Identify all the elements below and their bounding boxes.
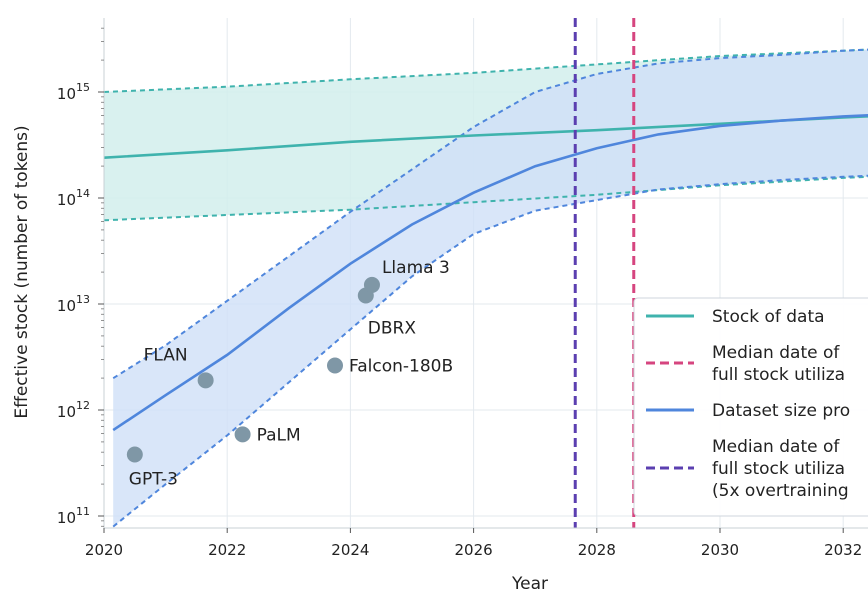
point-falcon-180b — [327, 357, 343, 374]
legend-label: Stock of data — [712, 307, 825, 327]
point-label: FLAN — [144, 345, 188, 365]
dataset-lower-bound — [112, 174, 868, 528]
legend-label: full stock utiliza — [712, 365, 845, 385]
point-palm — [234, 426, 251, 443]
legend-label: (5x overtraining — [712, 481, 849, 501]
dataset-band — [113, 49, 868, 527]
y-tick-label: 1013 — [57, 293, 90, 315]
point-label: Falcon-180B — [349, 356, 453, 376]
dataset-median-line — [112, 114, 868, 432]
x-tick-label: 2026 — [455, 541, 493, 559]
point-label: PaLM — [257, 425, 301, 445]
model-points: GPT-3 FLAN PaLM Falcon-180B DBRX Llama 3 — [126, 258, 453, 490]
point-llama-3 — [363, 276, 380, 293]
y-tick-label: 1015 — [57, 81, 90, 103]
y-tick-label: 1014 — [57, 187, 90, 209]
series-lines — [104, 48, 868, 528]
legend-label: full stock utiliza — [712, 459, 845, 479]
point-label: DBRX — [368, 319, 417, 339]
x-tick-label: 2020 — [85, 541, 123, 559]
x-tick-label: 2024 — [331, 541, 369, 559]
point-flan — [197, 372, 214, 389]
legend-box — [633, 297, 868, 517]
y-axis-title: Effective stock (number of tokens) — [12, 125, 32, 418]
y-tick-label: 1012 — [57, 399, 90, 421]
legend-label: Median date of — [712, 437, 840, 457]
x-axis-title: Year — [511, 574, 548, 594]
legend-label: Median date of — [712, 343, 840, 363]
point-label: GPT-3 — [129, 470, 178, 490]
legend-label: Dataset size pro — [712, 401, 850, 421]
x-tick-label: 2028 — [578, 541, 616, 559]
y-tick-label: 1011 — [57, 505, 90, 527]
x-tick-label: 2022 — [208, 541, 246, 559]
x-tick-label: 2032 — [824, 541, 862, 559]
point-label: Llama 3 — [382, 258, 450, 278]
point-gpt-3 — [126, 446, 143, 463]
dataset-upper-bound — [112, 48, 868, 380]
axes: 2020 2022 2024 2026 2028 2030 2032 1011 1012 1013… — [12, 18, 868, 594]
x-tick-label: 2030 — [701, 541, 739, 559]
